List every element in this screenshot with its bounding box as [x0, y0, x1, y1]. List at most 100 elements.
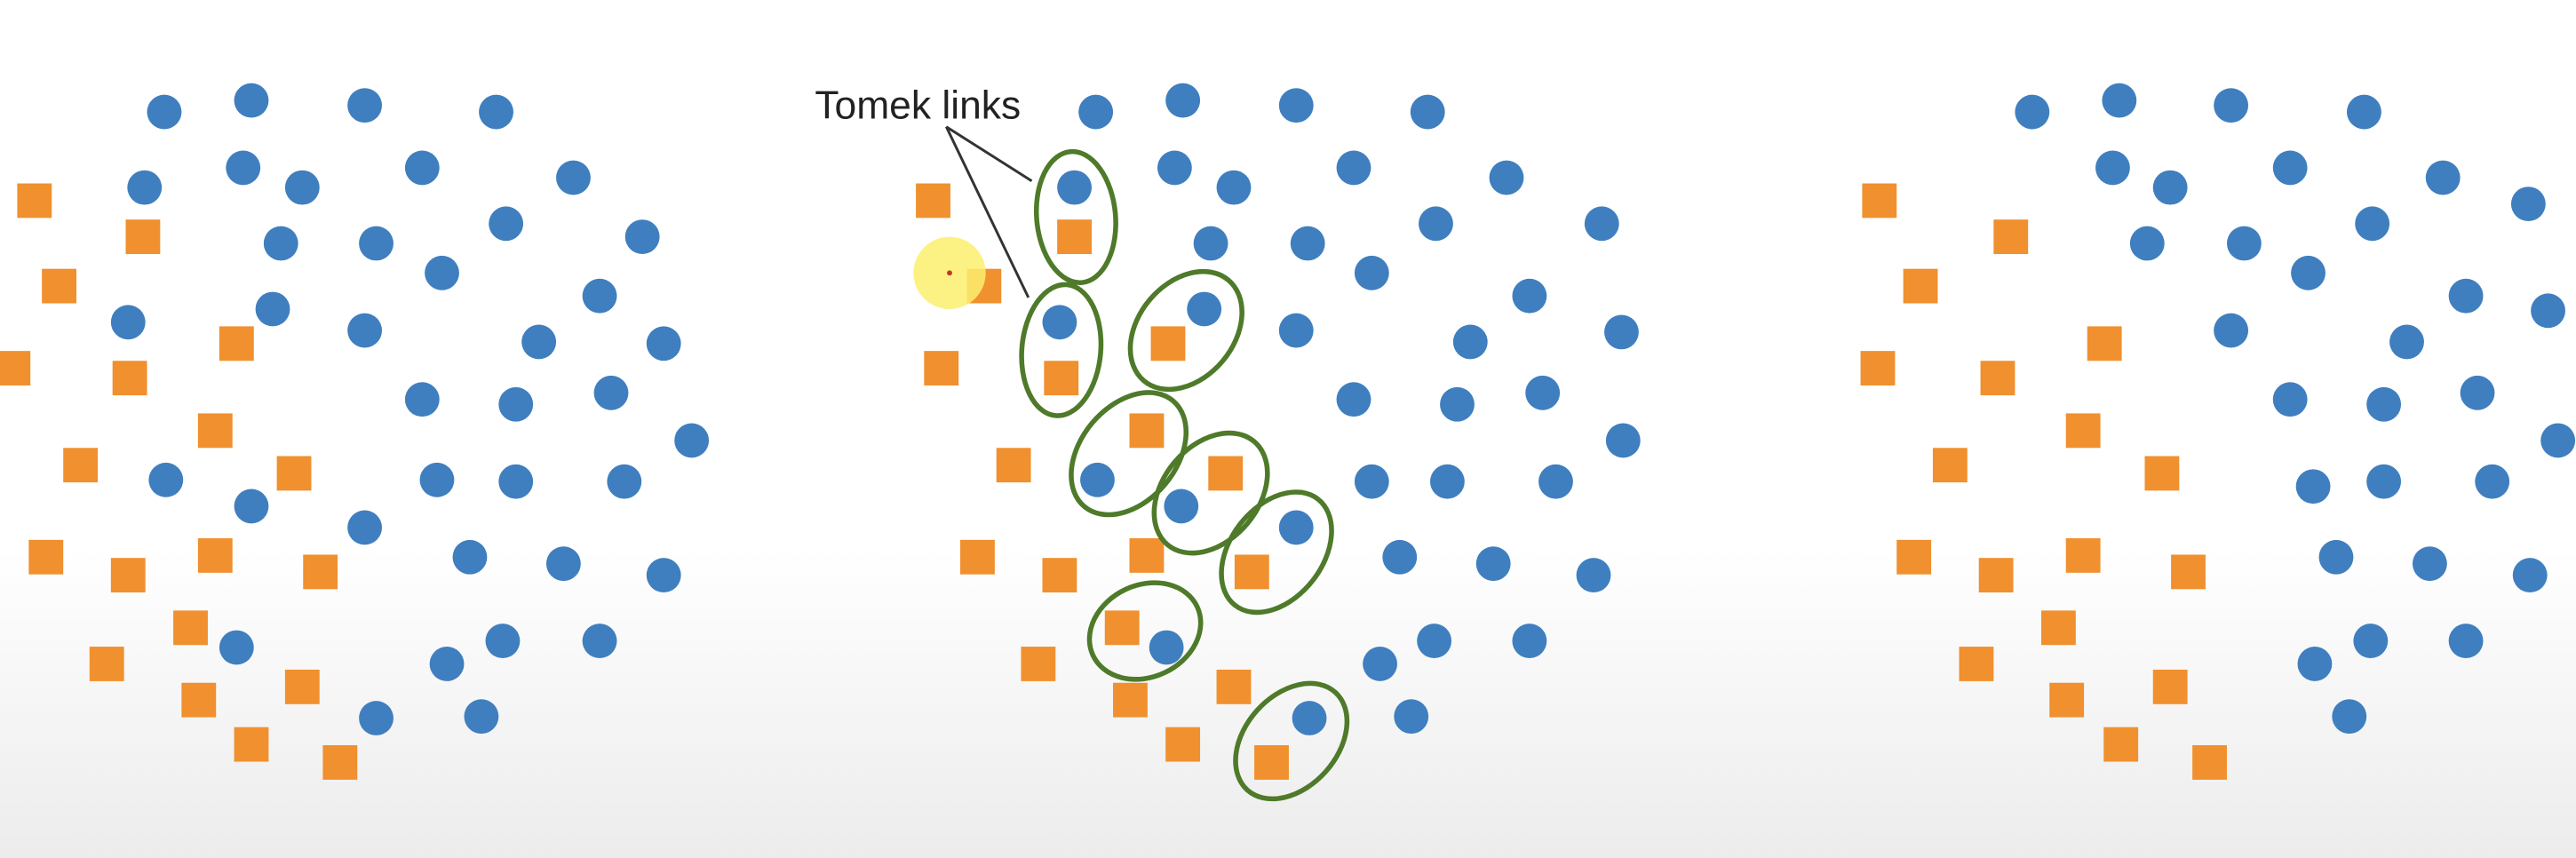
majority-point — [498, 386, 534, 422]
tomek-link-ring — [1019, 282, 1104, 418]
majority-point — [2448, 624, 2484, 659]
majority-point — [1149, 630, 1184, 665]
majority-point — [147, 94, 182, 130]
minority-point — [234, 727, 269, 762]
minority-point — [112, 361, 147, 396]
minority-point — [17, 183, 52, 218]
leader-line — [945, 125, 1033, 182]
majority-point — [148, 462, 184, 497]
minority-point — [303, 554, 338, 590]
majority-point — [284, 170, 320, 205]
majority-point — [1525, 375, 1561, 410]
majority-point — [556, 160, 591, 195]
majority-point — [582, 624, 617, 659]
minority-point — [1980, 361, 2015, 396]
majority-point — [1429, 464, 1465, 499]
majority-point — [404, 382, 440, 417]
majority-point — [2295, 469, 2331, 504]
majority-point — [1278, 510, 1314, 545]
majority-point — [485, 624, 521, 659]
minority-point — [1978, 558, 2014, 593]
minority-point — [2152, 669, 2188, 704]
tomek-link-ring — [1151, 430, 1270, 556]
cursor-dot — [947, 270, 952, 276]
minority-point — [1129, 413, 1165, 449]
majority-point — [1278, 88, 1314, 123]
majority-point — [347, 510, 383, 545]
majority-point — [263, 226, 298, 261]
majority-point — [1452, 324, 1488, 360]
majority-point — [646, 326, 681, 361]
majority-point — [1354, 255, 1389, 290]
majority-point — [1292, 701, 1327, 735]
majority-point — [1216, 170, 1252, 205]
tomek-link-ring — [1033, 148, 1118, 285]
panel-original-dataset — [0, 83, 710, 780]
minority-point — [2049, 682, 2085, 718]
minority-point — [2144, 456, 2180, 491]
minority-point — [197, 537, 233, 573]
majority-point — [2366, 386, 2402, 422]
majority-point — [219, 630, 254, 665]
majority-point — [1584, 206, 1619, 242]
minority-point — [197, 413, 233, 449]
minority-point — [125, 219, 161, 255]
majority-point — [607, 464, 642, 499]
majority-point — [2366, 464, 2402, 499]
majority-point — [464, 699, 499, 735]
tomek-link-ring — [1219, 489, 1334, 616]
minority-point — [1104, 610, 1140, 646]
minority-point — [996, 448, 1031, 483]
panel-after-removal — [1860, 83, 2576, 780]
tomek-link-ring — [1127, 268, 1244, 393]
tomek-link-ring — [1069, 390, 1189, 518]
minority-point — [1993, 219, 2029, 255]
minority-point — [173, 610, 208, 646]
majority-point — [359, 701, 394, 735]
minority-point — [960, 539, 995, 575]
majority-point — [1419, 206, 1453, 242]
minority-point — [181, 682, 217, 718]
majority-point — [2095, 150, 2130, 186]
minority-point — [1057, 219, 1092, 255]
majority-point — [1165, 83, 1201, 118]
majority-point — [2475, 464, 2510, 499]
majority-point — [1363, 647, 1397, 681]
panel-tomek-links — [913, 83, 1641, 802]
minority-point — [1959, 647, 1994, 681]
majority-point — [2214, 313, 2249, 348]
minority-point — [2065, 537, 2101, 573]
minority-point — [924, 351, 959, 385]
majority-point — [1336, 150, 1371, 186]
tomek-link-ring — [1086, 580, 1204, 682]
minority-point — [916, 183, 950, 218]
majority-point — [1489, 160, 1524, 195]
minority-point — [1044, 361, 1079, 396]
tomek-link-ring — [1233, 680, 1350, 802]
majority-point — [1157, 150, 1192, 186]
minority-point — [1150, 326, 1186, 361]
majority-point — [545, 546, 581, 582]
majority-point — [419, 462, 455, 497]
majority-point — [1354, 464, 1389, 499]
majority-point — [2510, 187, 2546, 222]
majority-point — [2129, 226, 2165, 261]
minority-point — [110, 558, 146, 593]
majority-point — [1278, 313, 1314, 348]
majority-point — [2512, 558, 2548, 593]
majority-point — [1193, 226, 1228, 261]
minority-point — [1129, 537, 1165, 573]
majority-point — [1078, 94, 1114, 130]
majority-point — [2448, 278, 2484, 314]
majority-point — [347, 313, 383, 348]
minority-point — [0, 351, 31, 385]
leader-line — [944, 126, 1030, 298]
majority-point — [646, 558, 681, 593]
majority-point — [2355, 206, 2390, 242]
majority-point — [234, 83, 269, 118]
minority-point — [1234, 554, 1269, 590]
minority-point — [1113, 682, 1148, 718]
minority-point — [1862, 183, 1897, 218]
majority-point — [593, 375, 629, 410]
minority-point — [2087, 326, 2122, 361]
